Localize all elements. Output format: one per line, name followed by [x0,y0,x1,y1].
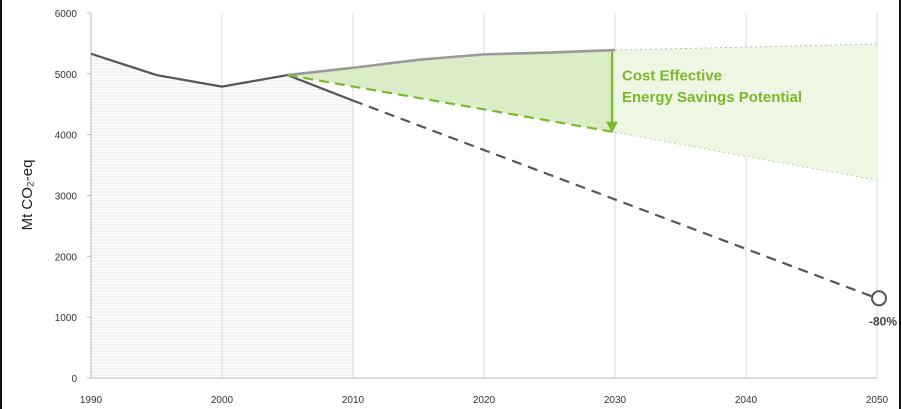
series-line-energy-savings-extension [614,131,878,181]
series-line-baseline [287,48,616,77]
y-tick-label: 3000 [55,192,78,203]
savings-label-line1: Cost Effective [622,68,722,85]
x-tick-label: 2040 [735,395,758,406]
target-circle [871,290,887,307]
series-line-baseline-extension [614,43,878,51]
x-tick-label: 2050 [866,395,889,406]
y-tick-label: 1000 [55,313,78,324]
annotation-marks [606,51,887,307]
y-axis-ticks: 0 1000 2000 3000 4000 5000 6000 [55,9,91,385]
x-tick-label: 2030 [604,395,627,406]
x-tick-label: 2010 [342,395,365,406]
savings-label-line2: Energy Savings Potential [622,89,802,106]
y-tick-label: 4000 [55,131,78,142]
savings-area-2050 [615,44,877,181]
savings-arrow-head [606,121,618,133]
series-line-energy-savings [287,73,616,134]
y-tick-label: 2000 [55,252,78,263]
y-tick-label: 0 [71,374,77,385]
x-tick-label: 1990 [80,395,103,406]
x-tick-label: 2000 [211,395,234,406]
series-lines [90,43,878,300]
y-axis-label: Mt CO₂-eq [19,160,36,231]
x-axis-ticks: 1990 2000 2010 2020 2030 2040 2050 [80,395,889,406]
target-reduction-label: -80% [869,314,897,328]
savings-areas [287,44,877,181]
series-line-target-path [352,99,878,300]
y-tick-label: 5000 [55,70,78,81]
x-tick-label: 2020 [473,395,496,406]
series-line-historical [90,52,354,102]
savings-area-2030 [287,50,615,133]
y-tick-label: 6000 [55,9,78,20]
